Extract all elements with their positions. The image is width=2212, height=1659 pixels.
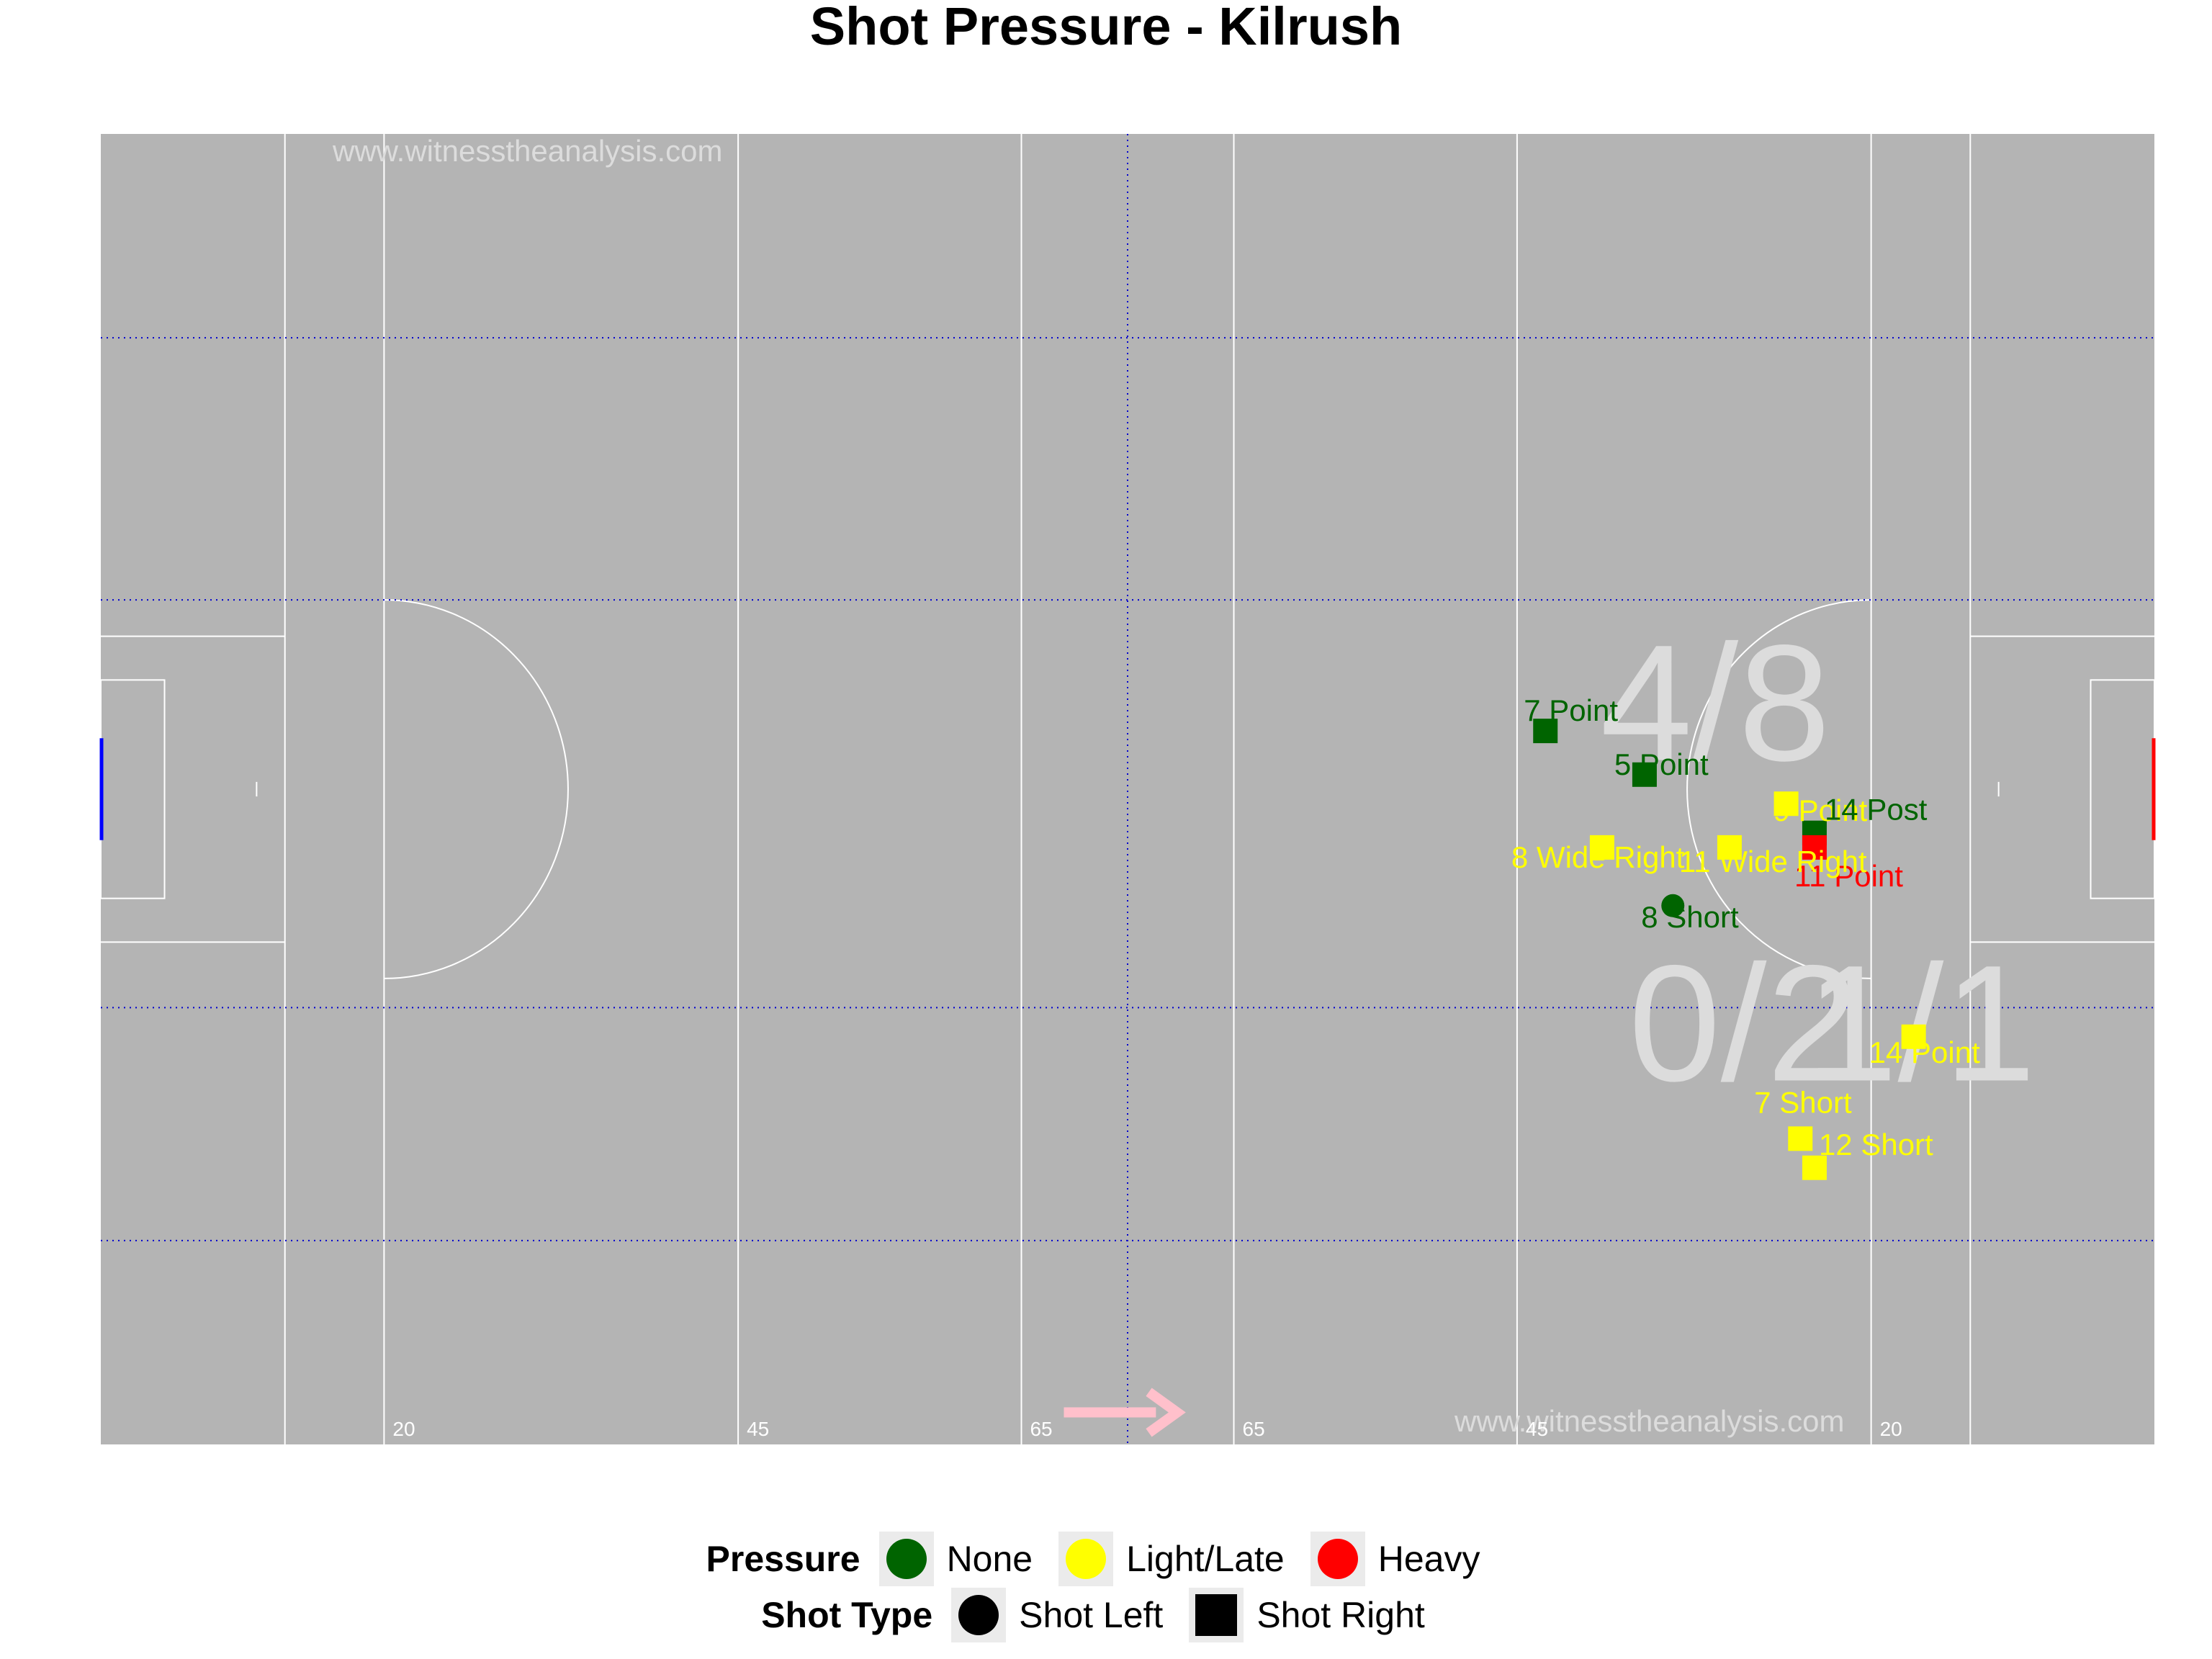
shot-marker [1661, 894, 1685, 917]
legend-pressure-title: Pressure [706, 1539, 860, 1579]
shot-label: 8 Short [1641, 900, 1739, 934]
pitch-marking-label: 45 [747, 1418, 769, 1440]
pitch-marking-label: 45 [1526, 1418, 1548, 1440]
legend-shot-type-title: Shot Type [761, 1595, 933, 1635]
shot-marker [1901, 1024, 1926, 1049]
legend-shot-type: Shot Type Shot Left Shot Right [0, 1583, 2212, 1647]
shot-label: 11 Wide Right [1679, 845, 1867, 878]
pitch-text-layer: www.witnesstheanalysis.com www.witnessth… [332, 134, 1902, 1440]
sector-stat-2: 0/2 [1629, 930, 1859, 1115]
chart-title: Shot Pressure - Kilrush [809, 0, 1403, 56]
legend-pressure: Pressure None Light/Late Heavy [0, 1527, 2212, 1591]
pitch-marking-label: 20 [1880, 1418, 1902, 1440]
shot-marker [1788, 1126, 1813, 1151]
legend-label-heavy: Heavy [1377, 1539, 1480, 1579]
shot-label: 14 Point [1869, 1035, 1980, 1069]
legend-label-none: None [946, 1539, 1033, 1579]
pitch-surface [99, 134, 2156, 1444]
watermark-bottom: www.witnesstheanalysis.com [1454, 1404, 1845, 1438]
pitch-marking-label: 20 [392, 1418, 415, 1440]
sector-stat-3: 1/1 [1806, 930, 2036, 1115]
shot-marker [1802, 1155, 1827, 1180]
legend-key-light [1058, 1532, 1114, 1586]
legend-key-heavy [1310, 1532, 1365, 1586]
pitch-marking-label: 65 [1030, 1418, 1052, 1440]
right-arc [1686, 599, 1871, 979]
shot-label: 7 Point [1524, 693, 1618, 727]
shot-label: 7 Short [1754, 1085, 1852, 1119]
legend-key-shot-left [951, 1588, 1007, 1642]
pitch-marking-label: 65 [1243, 1418, 1265, 1440]
shot-marker [1632, 762, 1657, 787]
shot-marker [1533, 719, 1558, 744]
legend-key-none [878, 1532, 934, 1586]
watermark-top: www.witnesstheanalysis.com [332, 134, 723, 168]
shot-label: 12 Short [1819, 1128, 1933, 1161]
shot-marker [1717, 835, 1742, 860]
shot-marker [1589, 835, 1614, 860]
shot-markers [1533, 719, 1926, 1180]
shot-label: 11 Point [1794, 859, 1903, 893]
legend-key-shot-right [1189, 1588, 1244, 1642]
shot-label: 5 Point [1614, 747, 1709, 781]
legend-label-shot-left: Shot Left [1019, 1595, 1164, 1635]
shot-label: 8 Wide Right [1511, 840, 1685, 874]
shot-label: 14 Post [1825, 793, 1928, 827]
direction-arrow-head [1146, 1388, 1186, 1437]
pitch-background [101, 134, 2154, 1444]
shot-label: 9 Point [1773, 793, 1868, 827]
shot-marker [1773, 791, 1799, 817]
shot-marker [1802, 835, 1827, 860]
legend-label-light: Light/Late [1126, 1539, 1285, 1579]
legend-label-shot-right: Shot Right [1256, 1595, 1425, 1635]
left-arc [384, 599, 570, 979]
